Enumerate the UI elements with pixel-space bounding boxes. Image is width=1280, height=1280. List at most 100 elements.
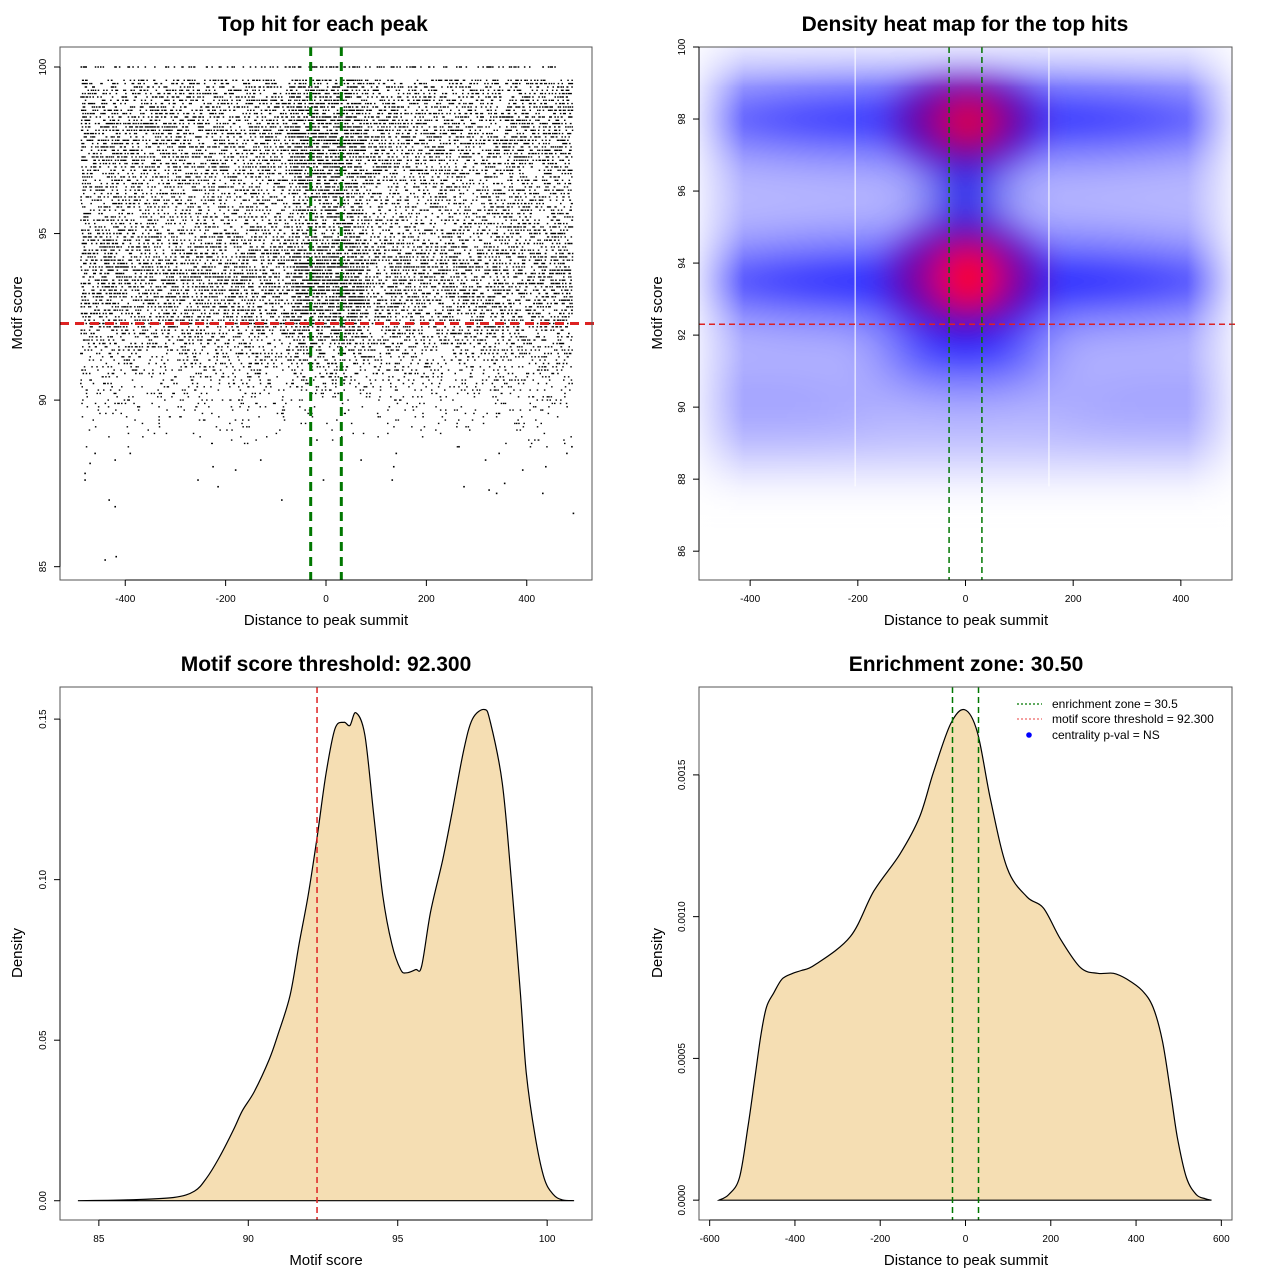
y-tick-label: 0.0010 [677, 901, 688, 932]
y-tick-label: 85 [38, 561, 49, 573]
scatter-axes: -400 -200 0 200 400 85 90 95 100 [38, 58, 536, 605]
heatmap-band [699, 369, 881, 430]
panel-score-density: Motif score threshold: 92.300 85 90 95 100 0… [9, 653, 593, 1269]
scatter-point [360, 459, 362, 461]
distance-density-y-label: Density [649, 927, 666, 978]
score-density-y-label: Density [9, 927, 26, 978]
scatter-point [197, 479, 199, 481]
scatter-point [498, 452, 500, 455]
y-tick-label: 0.0015 [677, 759, 688, 790]
scatter-point [259, 459, 262, 461]
y-tick-label: 86 [677, 545, 688, 557]
scatter-point [115, 555, 118, 558]
scatter-point [572, 512, 575, 515]
scatter-point [84, 472, 86, 475]
scatter-point [391, 479, 394, 481]
x-tick-label: 200 [418, 594, 435, 605]
x-tick-label: 200 [1065, 594, 1082, 605]
y-tick-label: 90 [677, 401, 688, 413]
score-density-title: Motif score threshold: 92.300 [181, 653, 472, 676]
panel-distance-density: Enrichment zone: 30.50 -600 -400 -200 0 200 4… [649, 653, 1233, 1269]
heatmap-edge-fade [699, 47, 1232, 580]
scatter-point [545, 465, 547, 468]
scatter-point [566, 452, 568, 455]
scatter-point [488, 489, 490, 491]
scatter-y-label: Motif score [9, 276, 26, 349]
scatter-point [322, 479, 325, 481]
scatter-point [571, 445, 573, 448]
y-tick-label: 0.15 [38, 709, 49, 729]
scatter-point [94, 452, 96, 455]
scatter-point [521, 469, 524, 471]
distance-density-reference-lines [951, 687, 980, 1220]
scatter-point [104, 559, 106, 561]
heatmap-hotspot [938, 243, 999, 312]
x-tick-label: 100 [539, 1234, 556, 1245]
x-tick-label: 0 [963, 594, 969, 605]
heatmap-reference-lines [699, 47, 1235, 580]
legend-threshold-label: motif score threshold = 92.300 [1052, 712, 1214, 726]
y-tick-label: 0.10 [38, 869, 49, 889]
scatter-point [542, 492, 544, 495]
legend-centrality-dot-icon [1026, 732, 1032, 738]
x-tick-label: -200 [848, 594, 868, 605]
score-density-area [77, 708, 575, 1202]
scatter-point [129, 452, 132, 455]
y-tick-label: 96 [677, 185, 688, 197]
x-tick-label: 200 [1042, 1234, 1059, 1245]
scatter-point [463, 485, 465, 488]
distance-density-title: Enrichment zone: 30.50 [849, 653, 1084, 676]
y-tick-label: 95 [38, 228, 49, 240]
heatmap-x-label: Distance to peak summit [884, 612, 1049, 629]
distance-density-axes: -600 -400 -200 0 200 400 600 0.0000 0.0005 0.0010… [677, 759, 1230, 1245]
y-tick-label: 0.00 [38, 1191, 49, 1211]
x-tick-label: 85 [93, 1234, 105, 1245]
x-tick-label: -400 [740, 594, 760, 605]
y-tick-label: 100 [677, 38, 688, 55]
distance-density-x-label: Distance to peak summit [884, 1252, 1049, 1269]
scatter-point [114, 505, 117, 508]
panel-heatmap: Density heat map for the top hits -400 -2… [649, 13, 1235, 629]
y-tick-label: 90 [38, 394, 49, 406]
scatter-point [212, 465, 214, 468]
scatter-point [395, 452, 398, 455]
scatter-x-label: Distance to peak summit [244, 612, 409, 629]
scatter-point [114, 459, 117, 461]
scatter-point [108, 499, 110, 501]
x-tick-label: -200 [870, 1234, 890, 1245]
scatter-point [458, 445, 460, 448]
distance-density-legend: enrichment zone = 30.5 motif score thres… [1017, 697, 1214, 742]
x-tick-label: 95 [392, 1234, 404, 1245]
x-tick-label: -400 [785, 1234, 805, 1245]
x-tick-label: 400 [1173, 594, 1190, 605]
score-density-axes: 85 90 95 100 0.00 0.05 0.10 0.15 [38, 709, 556, 1245]
x-tick-label: 600 [1213, 1234, 1230, 1245]
y-tick-label: 98 [677, 113, 688, 125]
heatmap-band [1050, 369, 1232, 430]
x-tick-label: -400 [115, 594, 135, 605]
score-density-x-label: Motif score [289, 1252, 362, 1269]
scatter-point [316, 439, 318, 441]
scatter-points [80, 66, 575, 561]
heatmap-band [875, 324, 1056, 389]
heatmap-y-label: Motif score [649, 276, 666, 349]
x-tick-label: -200 [216, 594, 236, 605]
x-tick-label: 0 [963, 1234, 969, 1245]
distance-density-area [716, 708, 1212, 1201]
scatter-point [217, 485, 219, 488]
x-tick-label: 400 [1128, 1234, 1145, 1245]
legend-enrichment-zone-label: enrichment zone = 30.5 [1052, 697, 1178, 711]
y-tick-label: 100 [38, 58, 49, 75]
scatter-point [89, 462, 91, 465]
x-tick-label: 90 [243, 1234, 255, 1245]
scatter-point [484, 459, 487, 461]
y-tick-label: 94 [677, 257, 688, 269]
y-tick-label: 0.0000 [677, 1184, 688, 1215]
y-tick-label: 92 [677, 329, 688, 341]
x-tick-label: 0 [323, 594, 329, 605]
scatter-point [392, 465, 395, 468]
heatmap-surface [699, 47, 1232, 580]
scatter-point [234, 469, 237, 471]
heatmap-axes: -400 -200 0 200 400 86 88 90 92 94 96 98 100 [677, 38, 1190, 605]
